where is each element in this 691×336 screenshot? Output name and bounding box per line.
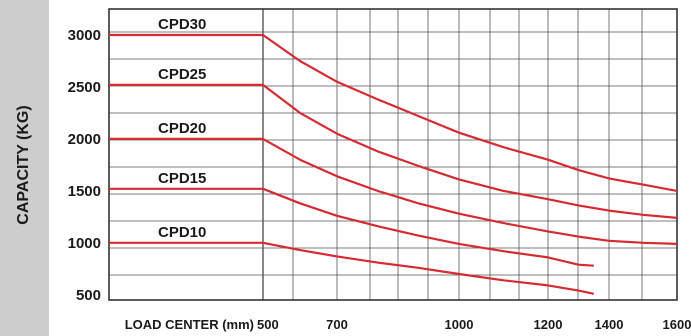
series-line bbox=[109, 241, 595, 295]
plot-frame bbox=[108, 8, 678, 301]
y-tick-label: 2500 bbox=[68, 79, 101, 96]
x-tick-label: 700 bbox=[326, 317, 348, 332]
x-axis-label: LOAD CENTER (mm) bbox=[125, 317, 254, 332]
grid bbox=[108, 8, 678, 301]
series-label: CPD20 bbox=[158, 120, 206, 137]
series-label: CPD10 bbox=[158, 224, 206, 241]
series-line bbox=[109, 187, 594, 267]
series-label: CPD25 bbox=[158, 66, 206, 83]
x-tick-label: 1600 bbox=[663, 317, 691, 332]
series-line bbox=[109, 33, 678, 192]
x-tick-label: 500 bbox=[257, 317, 279, 332]
x-tick-label: 1400 bbox=[595, 317, 624, 332]
series-lines bbox=[109, 33, 678, 295]
series-line bbox=[109, 83, 678, 219]
y-tick-label: 500 bbox=[76, 287, 101, 304]
x-axis: LOAD CENTER (mm) bbox=[125, 317, 254, 332]
y-tick-label: 1000 bbox=[68, 235, 101, 252]
y-tick-label: 3000 bbox=[68, 27, 101, 44]
y-axis-band bbox=[0, 0, 49, 336]
x-tick-label: 1000 bbox=[445, 317, 474, 332]
y-tick-label: 2000 bbox=[68, 131, 101, 148]
x-tick-label: 1200 bbox=[534, 317, 563, 332]
y-tick-label: 1500 bbox=[68, 183, 101, 200]
series-label: CPD15 bbox=[158, 170, 206, 187]
tick-labels: 500 1000 1500 2000 2500 3000 500 700 1000 1200 140… bbox=[68, 27, 691, 332]
series-label: CPD30 bbox=[158, 16, 206, 33]
series-line bbox=[109, 137, 678, 245]
series-labels: CPD30 CPD25 CPD20 CPD15 CPD10 bbox=[158, 16, 206, 241]
